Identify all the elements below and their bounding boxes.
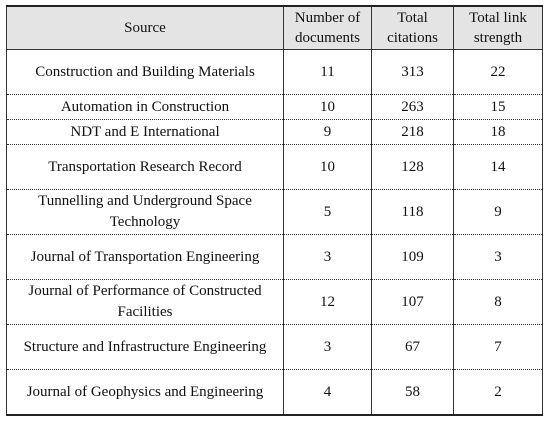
source-cell: Journal of Transportation Engineering bbox=[6, 234, 284, 280]
header-source: Source bbox=[6, 5, 284, 50]
citations-cell: 58 bbox=[371, 369, 454, 416]
citations-cell: 107 bbox=[371, 279, 454, 325]
source-cell: Construction and Building Materials bbox=[6, 49, 284, 95]
link-strength-cell: 22 bbox=[453, 49, 543, 95]
documents-cell: 5 bbox=[283, 189, 372, 235]
citations-cell: 118 bbox=[371, 189, 454, 235]
source-cell: Journal of Performance of Constructed Fa… bbox=[6, 279, 284, 325]
documents-cell: 3 bbox=[283, 234, 372, 280]
link-strength-cell: 8 bbox=[453, 279, 543, 325]
table-row: Transportation Research Record 10 128 14 bbox=[6, 144, 543, 190]
source-cell: NDT and E International bbox=[6, 119, 284, 145]
citations-cell: 263 bbox=[371, 94, 454, 120]
table-row: NDT and E International 9 218 18 bbox=[6, 119, 543, 145]
documents-cell: 9 bbox=[283, 119, 372, 145]
link-strength-cell: 14 bbox=[453, 144, 543, 190]
citations-cell: 109 bbox=[371, 234, 454, 280]
citations-cell: 128 bbox=[371, 144, 454, 190]
table-header-row: Source Number of documents Total citatio… bbox=[6, 5, 543, 50]
source-cell: Tunnelling and Underground Space Technol… bbox=[6, 189, 284, 235]
documents-cell: 12 bbox=[283, 279, 372, 325]
source-cell: Structure and Infrastructure Engineering bbox=[6, 324, 284, 370]
documents-cell: 4 bbox=[283, 369, 372, 416]
table-row: Journal of Performance of Constructed Fa… bbox=[6, 279, 543, 325]
source-cell: Journal of Geophysics and Engineering bbox=[6, 369, 284, 416]
header-total-citations: Total citations bbox=[371, 5, 454, 50]
documents-cell: 11 bbox=[283, 49, 372, 95]
documents-cell: 3 bbox=[283, 324, 372, 370]
documents-cell: 10 bbox=[283, 144, 372, 190]
link-strength-cell: 9 bbox=[453, 189, 543, 235]
table-row: Tunnelling and Underground Space Technol… bbox=[6, 189, 543, 235]
link-strength-cell: 2 bbox=[453, 369, 543, 416]
table-row: Journal of Geophysics and Engineering 4 … bbox=[6, 369, 543, 416]
link-strength-cell: 18 bbox=[453, 119, 543, 145]
sources-table: Source Number of documents Total citatio… bbox=[6, 5, 543, 416]
link-strength-cell: 7 bbox=[453, 324, 543, 370]
citations-cell: 313 bbox=[371, 49, 454, 95]
source-cell: Transportation Research Record bbox=[6, 144, 284, 190]
table-row: Construction and Building Materials 11 3… bbox=[6, 49, 543, 95]
citations-cell: 218 bbox=[371, 119, 454, 145]
table-row: Journal of Transportation Engineering 3 … bbox=[6, 234, 543, 280]
header-number-of-documents: Number of documents bbox=[283, 5, 372, 50]
table-row: Automation in Construction 10 263 15 bbox=[6, 94, 543, 120]
citations-cell: 67 bbox=[371, 324, 454, 370]
table-row: Structure and Infrastructure Engineering… bbox=[6, 324, 543, 370]
link-strength-cell: 15 bbox=[453, 94, 543, 120]
source-cell: Automation in Construction bbox=[6, 94, 284, 120]
link-strength-cell: 3 bbox=[453, 234, 543, 280]
header-total-link-strength: Total link strength bbox=[453, 5, 543, 50]
documents-cell: 10 bbox=[283, 94, 372, 120]
